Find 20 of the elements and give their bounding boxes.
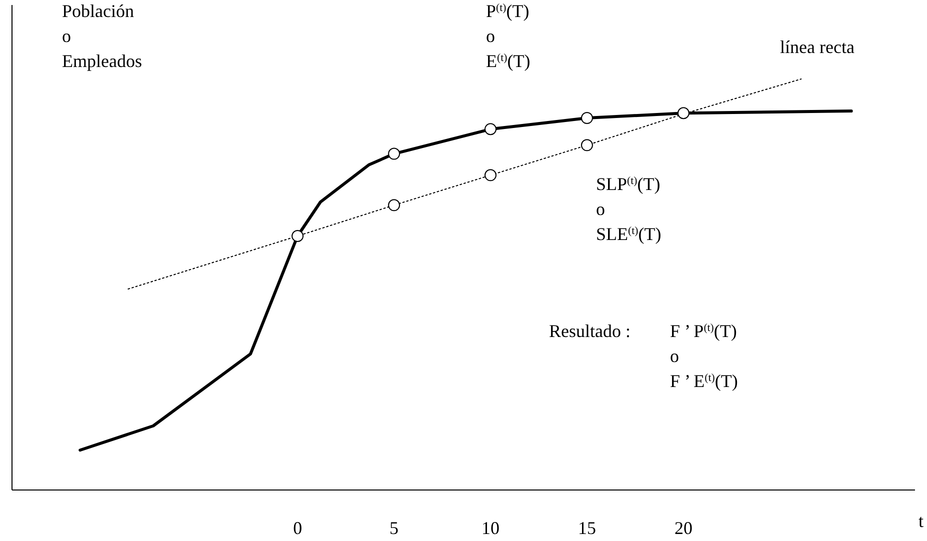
text: F ’ P$^{(t)}$(T) o F ’ E$^{(t)}$(T) <box>670 321 738 391</box>
x-tick-label: 10 <box>482 518 500 538</box>
text: línea recta <box>780 37 854 57</box>
x-tick-label: 5 <box>390 518 399 538</box>
point <box>580 112 593 124</box>
x-axis-title: t <box>918 511 924 531</box>
y-axis-title: Población o Empleados <box>62 1 142 71</box>
x-tick-label: 0 <box>293 518 302 538</box>
text: SLP$^{(t)}$(T) o SLE$^{(t)}$(T) <box>596 174 662 244</box>
point <box>292 230 304 242</box>
point <box>484 169 497 182</box>
point <box>677 107 690 120</box>
point <box>484 123 497 136</box>
text: P$^{(t)}$(T) o E$^{(t)}$(T) <box>486 1 530 71</box>
x-tick-label: 15 <box>578 518 596 538</box>
point <box>580 139 593 152</box>
point <box>388 199 400 212</box>
x-tick-label: 20 <box>674 518 692 538</box>
annotation: Resultado : <box>549 321 630 341</box>
point <box>388 148 400 160</box>
